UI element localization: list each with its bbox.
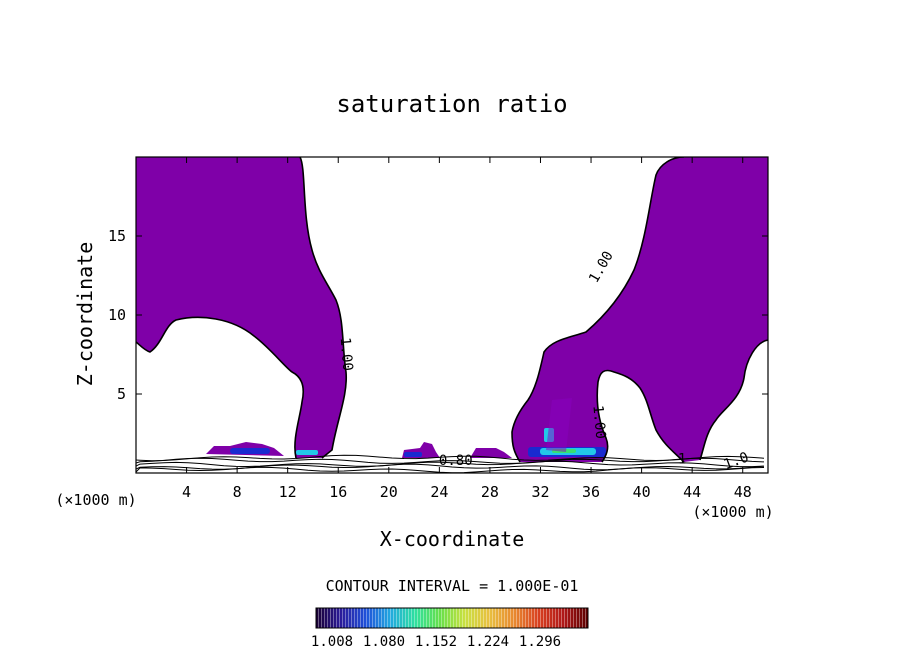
contour-lines-1.00 — [136, 157, 768, 463]
y-tick-label: 5 — [117, 385, 126, 403]
colorbar-labels: 1.008 1.080 1.152 1.224 1.296 — [311, 634, 561, 650]
x-unit-right: (×1000 m) — [692, 503, 773, 521]
x-tick-label: 12 — [279, 483, 297, 501]
surface-contour-lines — [136, 454, 765, 473]
y-tick-label: 10 — [108, 306, 126, 324]
interior-contour — [546, 398, 572, 452]
contour-label: 0.80 — [439, 453, 473, 469]
x-tick-label: 44 — [683, 483, 701, 501]
x-tick-label: 40 — [633, 483, 651, 501]
x-tick-label: 28 — [481, 483, 499, 501]
contour-label: 1.0 — [722, 449, 751, 473]
hotspot-blue-2 — [404, 452, 422, 457]
chart-title: saturation ratio — [336, 90, 567, 118]
x-tick-label: 16 — [329, 483, 347, 501]
x-tick-label: 4 — [182, 483, 191, 501]
x-axis: 4 8 12 16 20 24 28 32 36 40 44 48 — [182, 157, 752, 501]
x-tick-label: 8 — [233, 483, 242, 501]
colorbar-tick-label: 1.224 — [467, 634, 509, 650]
colorbar-tick-label: 1.008 — [311, 634, 353, 650]
contour-label: 1.00 — [337, 337, 356, 372]
x-tick-label: 32 — [531, 483, 549, 501]
saturation-region-fill-right — [512, 157, 768, 462]
surface-contour-line — [136, 457, 765, 464]
colorbar-frame — [315, 607, 589, 629]
hotspot-cyan-1 — [296, 450, 318, 455]
y-axis: 5 10 15 — [108, 227, 768, 403]
y-tick-label: 15 — [108, 227, 126, 245]
colorbar-tick-label: 1.296 — [519, 634, 561, 650]
colorbar-stripes — [316, 608, 588, 628]
x-unit-left: (×1000 m) — [55, 491, 136, 509]
contour-label: 1.00 — [586, 249, 617, 286]
contour-label: 1 — [678, 452, 686, 468]
hotspot-blue-1 — [230, 448, 270, 454]
surface-contour-line — [136, 460, 765, 468]
contour-label: 1.00 — [589, 405, 608, 440]
x-tick-label: 20 — [380, 483, 398, 501]
y-axis-label: Z-coordinate — [73, 242, 97, 387]
x-tick-label: 24 — [430, 483, 448, 501]
colorbar-tick-label: 1.080 — [363, 634, 405, 650]
saturation-region-fill — [136, 157, 347, 458]
saturation-patch-right-low — [470, 448, 512, 458]
x-axis-label: X-coordinate — [380, 527, 525, 551]
contour-interval-text: CONTOUR INTERVAL = 1.000E-01 — [326, 577, 579, 595]
x-tick-label: 36 — [582, 483, 600, 501]
colorbar-tick-label: 1.152 — [415, 634, 457, 650]
plot-area — [136, 157, 768, 473]
x-tick-label: 48 — [734, 483, 752, 501]
colorbar: 1.008 1.080 1.152 1.224 1.296 — [311, 607, 589, 650]
